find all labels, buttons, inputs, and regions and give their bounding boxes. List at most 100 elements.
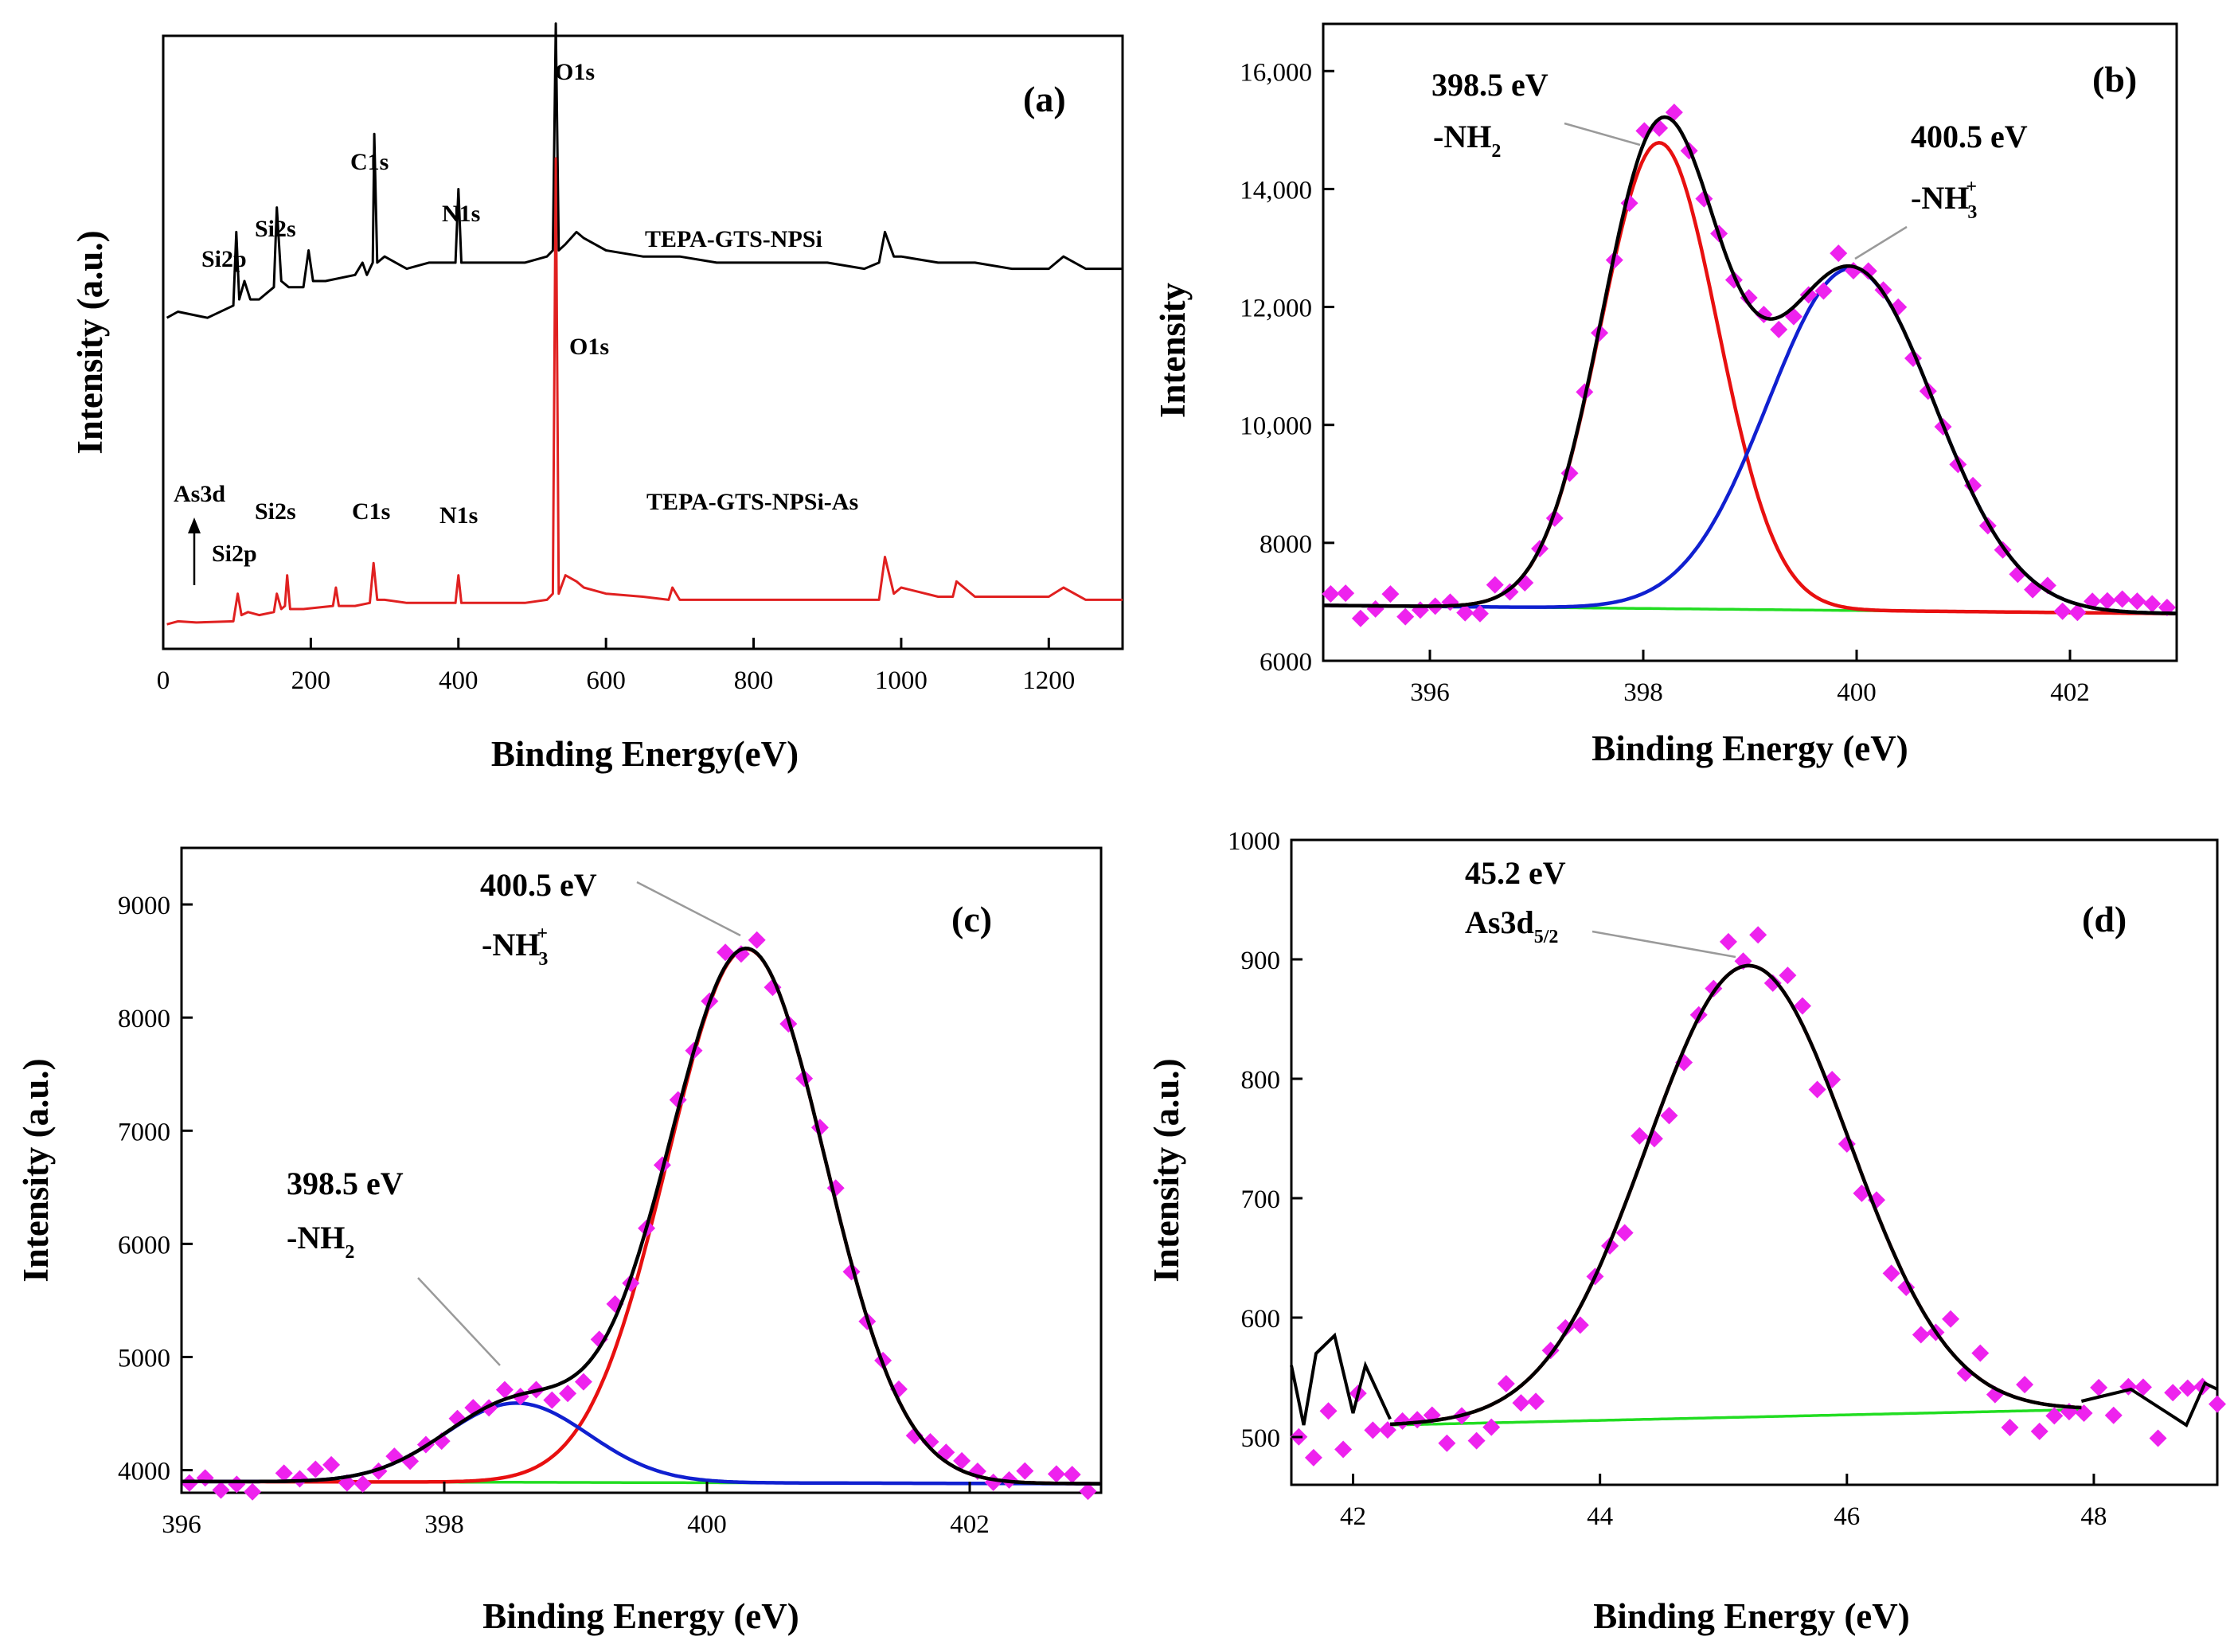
panel-b: 396 398 400 402 6000 8000 10,000 12,000 14,000 16… bbox=[1153, 22, 2178, 768]
panel-d-background-line bbox=[1390, 1408, 2082, 1427]
panel-c-data-point bbox=[244, 1482, 262, 1501]
panel-c-data-point bbox=[1063, 1466, 1081, 1484]
panel-d-data-point bbox=[2016, 1376, 2034, 1394]
panel-d: 42 44 46 48 500 600 700 800 900 1000 Binding Ener… bbox=[1146, 827, 2226, 1636]
panel-a-x-tick-label: 200 bbox=[291, 666, 331, 695]
panel-d-data-point bbox=[2134, 1378, 2152, 1396]
panel-d-fit-envelope bbox=[1390, 963, 2082, 1427]
panel-b-y-tick-label: 6000 bbox=[1260, 648, 1312, 677]
panel-c-x-tick-label: 400 bbox=[687, 1510, 727, 1539]
panel-b-data-point bbox=[1470, 604, 1489, 623]
as3d-arrow-head bbox=[188, 517, 201, 533]
panel-c-annotation-nh3-energy: 400.5 eV bbox=[480, 867, 597, 903]
panel-c-annotation-nh2-group: -NH2 bbox=[287, 1220, 354, 1263]
peak-label-si2s-top: Si2s bbox=[255, 216, 296, 242]
panel-b-plot bbox=[1322, 103, 2177, 627]
panel-b-data-point bbox=[1859, 262, 1877, 280]
panel-d-plot bbox=[1290, 926, 2226, 1466]
panel-a-x-tick-label: 800 bbox=[734, 666, 774, 695]
panel-d-data-point bbox=[2030, 1422, 2048, 1440]
panel-b-data-point bbox=[1814, 282, 1833, 300]
panel-c-pointer-nh2 bbox=[417, 1277, 501, 1366]
panel-b-data-point bbox=[1337, 584, 1355, 603]
panel-b-label: (b) bbox=[2092, 59, 2137, 100]
panel-d-annotation-as3d-energy: 45.2 eV bbox=[1465, 855, 1566, 891]
panel-d-x-axis-label: Binding Energy (eV) bbox=[1593, 1596, 1910, 1636]
panel-c-data-point bbox=[921, 1432, 939, 1451]
panel-a-x-tick-label: 400 bbox=[439, 666, 478, 695]
panel-b-data-point bbox=[1381, 585, 1400, 603]
panel-d-x-tick-label: 44 bbox=[1587, 1502, 1613, 1531]
panel-d-pointer-as3d bbox=[1592, 930, 1736, 959]
panel-c-data-point bbox=[748, 931, 766, 949]
panel-a-label: (a) bbox=[1023, 79, 1066, 119]
panel-b-data-point bbox=[1799, 286, 1818, 304]
panel-b-data-point bbox=[1830, 244, 1848, 263]
panel-b-data-point bbox=[1620, 194, 1638, 213]
panel-b-x-tick-label: 396 bbox=[1410, 678, 1450, 707]
panel-c-y-tick-label: 6000 bbox=[118, 1231, 170, 1260]
panel-b-data-point bbox=[2128, 592, 2146, 611]
panel-c-data-point bbox=[322, 1455, 341, 1474]
panel-b-y-tick-label: 16,000 bbox=[1240, 58, 1312, 87]
panel-c-x-axis-label: Binding Energy (eV) bbox=[482, 1596, 799, 1636]
panel-b-pointer-nh3 bbox=[1854, 225, 1908, 260]
panel-d-data-point bbox=[1615, 1224, 1634, 1242]
panel-d-data-point bbox=[1882, 1264, 1900, 1283]
panel-b-frame bbox=[1322, 22, 2178, 662]
panel-b-x-tick-label: 400 bbox=[1837, 678, 1877, 707]
panel-c-plot bbox=[180, 931, 1101, 1501]
panel-c-data-point bbox=[1079, 1482, 1097, 1501]
panel-b-y-tick-label: 12,000 bbox=[1240, 295, 1312, 323]
panel-b-y-tick-label: 14,000 bbox=[1240, 176, 1312, 205]
panel-d-annotation-as3d-group: As3d5/2 bbox=[1465, 904, 1558, 947]
peak-label-n1s-top: N1s bbox=[442, 201, 480, 227]
panel-d-ticks: 42 44 46 48 500 600 700 800 900 1000 bbox=[1228, 827, 2107, 1531]
panel-b-fit-envelope bbox=[1323, 115, 2177, 615]
panel-d-data-point bbox=[1393, 1412, 1412, 1430]
panel-b-x-axis-label: Binding Energy (eV) bbox=[1592, 728, 1908, 768]
panel-d-data-point bbox=[1467, 1431, 1486, 1450]
panel-a-x-tick-label: 600 bbox=[586, 666, 626, 695]
panel-d-y-tick-label: 900 bbox=[1241, 947, 1281, 975]
panel-d-data-point bbox=[1631, 1127, 1649, 1145]
panel-d-frame bbox=[1290, 838, 2219, 1486]
panel-a-x-tick-label: 1000 bbox=[875, 666, 928, 695]
panel-d-data-point bbox=[1971, 1344, 1990, 1362]
panel-c-data-point bbox=[1047, 1465, 1065, 1483]
panel-a-frame bbox=[162, 34, 1124, 650]
panel-d-data-point bbox=[2090, 1378, 2108, 1396]
panel-b-x-tick-label: 402 bbox=[2050, 678, 2090, 707]
peak-label-si2p-top: Si2p bbox=[201, 246, 247, 272]
panel-c-data-point bbox=[196, 1469, 214, 1487]
panel-a-y-axis-label: Intensity (a.u.) bbox=[70, 230, 110, 454]
panel-d-x-tick-label: 48 bbox=[2080, 1502, 2107, 1531]
peak-label-o1s-bottom: O1s bbox=[569, 334, 609, 360]
panel-c-data-point bbox=[495, 1381, 514, 1399]
panel-d-y-tick-label: 1000 bbox=[1228, 827, 1280, 856]
panel-a-x-ticks: 0 200 400 600 800 1000 1200 bbox=[157, 638, 1075, 695]
panel-d-data-point bbox=[1527, 1392, 1545, 1411]
panel-c-frame bbox=[180, 846, 1103, 1494]
panel-c-label: (c) bbox=[951, 899, 992, 939]
panel-c-data-point bbox=[228, 1475, 246, 1494]
panel-b-y-axis-label: Intensity bbox=[1153, 282, 1193, 418]
panel-d-data-point bbox=[1364, 1421, 1382, 1439]
panel-c-data-point bbox=[307, 1460, 325, 1478]
panel-d-data-point bbox=[1749, 926, 1767, 944]
panel-d-label: (d) bbox=[2082, 899, 2127, 939]
panel-b-peak-component bbox=[1323, 141, 2177, 615]
panel-d-data-point bbox=[1660, 1107, 1678, 1125]
panel-b-data-point bbox=[1501, 583, 1519, 601]
panel-c-fit-envelope bbox=[182, 946, 1101, 1486]
panel-d-data-point bbox=[2045, 1407, 2064, 1425]
panel-c-y-tick-label: 5000 bbox=[118, 1344, 170, 1373]
panel-c-data-point bbox=[1016, 1462, 1034, 1480]
panel-a-x-tick-label: 1200 bbox=[1022, 666, 1075, 695]
panel-c-data-point bbox=[543, 1391, 561, 1409]
panel-c-y-tick-label: 8000 bbox=[118, 1005, 170, 1033]
panel-d-data-point bbox=[1763, 974, 1782, 992]
panel-d-data-point bbox=[2104, 1406, 2123, 1424]
panel-d-fit-envelope-edge bbox=[2080, 1381, 2218, 1427]
panel-a: 0 200 400 600 800 1000 1200 Binding Energy(eV)… bbox=[70, 22, 1124, 774]
